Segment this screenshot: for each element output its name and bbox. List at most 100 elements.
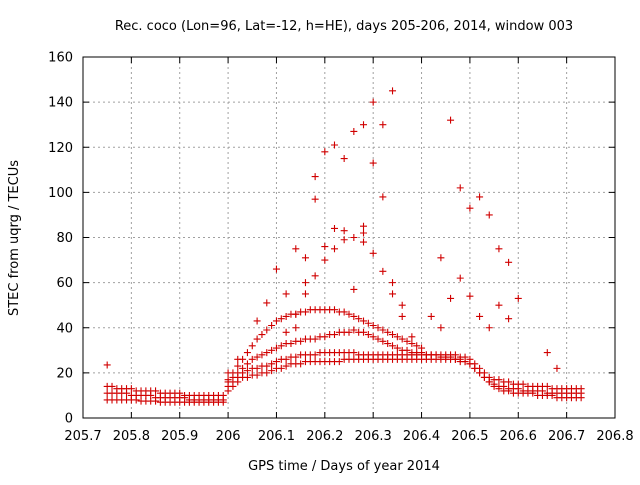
data-point bbox=[253, 364, 261, 372]
data-point bbox=[311, 272, 319, 280]
x-tick-label: 205.9 bbox=[161, 429, 198, 444]
data-point bbox=[447, 116, 455, 124]
y-tick-label: 0 bbox=[65, 412, 73, 427]
data-point bbox=[340, 227, 348, 235]
y-tick-label: 120 bbox=[48, 141, 73, 156]
data-point bbox=[282, 312, 290, 320]
data-point bbox=[398, 301, 406, 309]
data-point bbox=[108, 382, 116, 390]
data-point bbox=[369, 321, 377, 329]
data-point bbox=[292, 310, 300, 318]
data-point bbox=[127, 385, 135, 393]
data-point bbox=[330, 245, 338, 253]
data-point bbox=[451, 351, 459, 359]
data-point bbox=[350, 326, 358, 334]
data-point bbox=[466, 204, 474, 212]
data-point bbox=[379, 326, 387, 334]
data-point bbox=[292, 245, 300, 253]
data-points bbox=[103, 87, 585, 406]
data-point bbox=[330, 306, 338, 314]
data-point bbox=[389, 331, 397, 339]
data-point bbox=[311, 351, 319, 359]
data-point bbox=[330, 224, 338, 232]
data-point bbox=[253, 317, 261, 325]
data-point bbox=[263, 349, 271, 357]
data-point bbox=[311, 195, 319, 203]
data-point bbox=[427, 312, 435, 320]
y-tick-label: 40 bbox=[56, 321, 73, 336]
data-point bbox=[495, 301, 503, 309]
y-axis-label: STEC from uqrg / TECUs bbox=[7, 160, 22, 316]
data-point bbox=[403, 337, 411, 345]
data-point bbox=[369, 249, 377, 257]
series-4 bbox=[224, 306, 426, 384]
series-5 bbox=[282, 234, 416, 341]
data-point bbox=[272, 317, 280, 325]
data-point bbox=[258, 351, 266, 359]
x-tick-label: 206.3 bbox=[355, 429, 392, 444]
data-point bbox=[263, 369, 271, 377]
data-point bbox=[471, 360, 479, 368]
x-tick-label: 205.7 bbox=[64, 429, 101, 444]
data-point bbox=[345, 310, 353, 318]
data-point bbox=[321, 333, 329, 341]
data-point bbox=[152, 387, 160, 395]
data-point bbox=[330, 331, 338, 339]
x-tick-label: 206 bbox=[216, 429, 241, 444]
data-point bbox=[393, 333, 401, 341]
data-point bbox=[369, 333, 377, 341]
data-point bbox=[355, 315, 363, 323]
data-point bbox=[374, 335, 382, 343]
data-point bbox=[234, 355, 242, 363]
data-point bbox=[485, 324, 493, 332]
data-point bbox=[224, 376, 232, 384]
data-point bbox=[480, 369, 488, 377]
x-axis-label: GPS time / Days of year 2014 bbox=[248, 459, 440, 474]
data-point bbox=[437, 324, 445, 332]
data-point bbox=[282, 290, 290, 298]
data-point bbox=[461, 353, 469, 361]
data-point bbox=[389, 290, 397, 298]
data-point bbox=[389, 279, 397, 287]
grid bbox=[83, 57, 615, 418]
data-point bbox=[176, 389, 184, 397]
x-tick-label: 206.2 bbox=[306, 429, 343, 444]
data-point bbox=[413, 342, 421, 350]
data-point bbox=[340, 308, 348, 316]
data-point bbox=[577, 385, 585, 393]
data-point bbox=[495, 245, 503, 253]
data-point bbox=[268, 346, 276, 354]
data-point bbox=[360, 328, 368, 336]
data-point bbox=[253, 335, 261, 343]
data-point bbox=[505, 378, 513, 386]
data-point bbox=[447, 294, 455, 302]
data-point bbox=[263, 326, 271, 334]
y-tick-label: 60 bbox=[56, 276, 73, 291]
data-point bbox=[268, 367, 276, 375]
data-point bbox=[437, 254, 445, 262]
data-point bbox=[495, 376, 503, 384]
data-point bbox=[335, 358, 343, 366]
series-6 bbox=[292, 87, 397, 332]
data-point bbox=[360, 222, 368, 230]
series-9 bbox=[437, 274, 513, 332]
data-point bbox=[243, 360, 251, 368]
data-point bbox=[350, 285, 358, 293]
data-point bbox=[239, 364, 247, 372]
data-point bbox=[277, 315, 285, 323]
data-point bbox=[350, 349, 358, 357]
data-point bbox=[543, 382, 551, 390]
data-point bbox=[224, 369, 232, 377]
x-tick-label: 206.1 bbox=[258, 429, 295, 444]
data-point bbox=[389, 342, 397, 350]
data-point bbox=[282, 355, 290, 363]
data-point bbox=[379, 337, 387, 345]
data-point bbox=[301, 290, 309, 298]
data-point bbox=[369, 159, 377, 167]
data-point bbox=[253, 353, 261, 361]
data-point bbox=[379, 193, 387, 201]
data-point bbox=[272, 358, 280, 366]
data-point bbox=[301, 254, 309, 262]
